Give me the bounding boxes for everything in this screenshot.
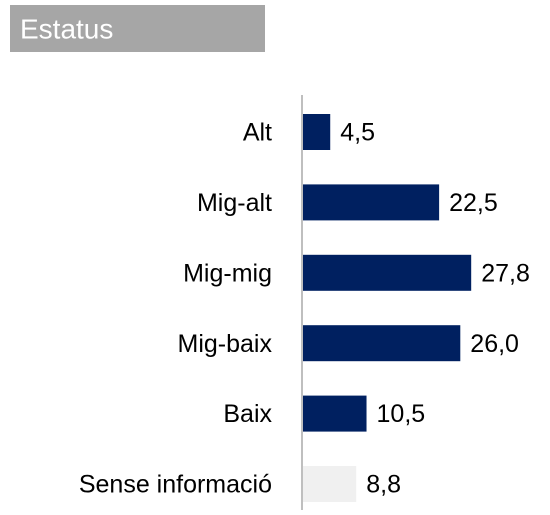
title-box: [10, 5, 265, 52]
data-label: 26,0: [470, 330, 519, 358]
y-tick-label: Mig-mig: [183, 259, 272, 287]
y-tick-label: Mig-baix: [178, 330, 273, 358]
data-label: 10,5: [377, 400, 426, 428]
y-tick-label: Alt: [243, 119, 272, 147]
bar: [303, 395, 367, 432]
data-label: 4,5: [340, 119, 375, 147]
bar: [303, 466, 357, 502]
bar: [303, 184, 440, 221]
data-label: 27,8: [481, 259, 530, 287]
bar: [303, 254, 472, 291]
y-tick-label: Baix: [223, 400, 272, 428]
y-tick-label: Sense informació: [79, 471, 272, 499]
y-tick-label: Mig-alt: [197, 189, 272, 217]
chart-title: Estatus: [20, 13, 113, 44]
data-label: 8,8: [366, 471, 401, 499]
bar: [303, 325, 461, 362]
data-label: 22,5: [449, 189, 498, 217]
bar: [303, 114, 331, 150]
